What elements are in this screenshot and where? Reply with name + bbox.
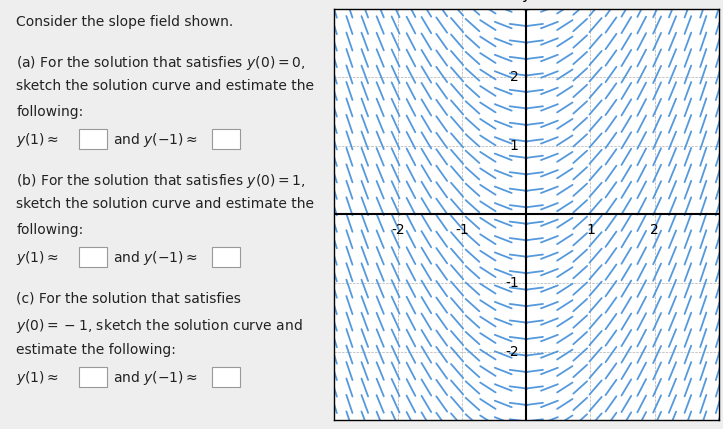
Text: and $y(-1) \approx$: and $y(-1) \approx$ — [114, 249, 198, 267]
FancyBboxPatch shape — [79, 247, 107, 267]
Text: and $y(-1) \approx$: and $y(-1) \approx$ — [114, 131, 198, 149]
Text: $y(0) = -1$, sketch the solution curve and: $y(0) = -1$, sketch the solution curve a… — [17, 317, 303, 335]
FancyBboxPatch shape — [79, 367, 107, 387]
Text: following:: following: — [17, 105, 84, 119]
Text: -2: -2 — [391, 223, 405, 237]
Text: (a) For the solution that satisfies $y(0) = 0$,: (a) For the solution that satisfies $y(0… — [17, 54, 306, 72]
FancyBboxPatch shape — [212, 247, 240, 267]
Text: and $y(-1) \approx$: and $y(-1) \approx$ — [114, 369, 198, 387]
Text: y: y — [522, 0, 531, 2]
Text: -2: -2 — [505, 345, 518, 359]
Text: -1: -1 — [455, 223, 469, 237]
FancyBboxPatch shape — [212, 367, 240, 387]
Text: following:: following: — [17, 223, 84, 237]
FancyBboxPatch shape — [79, 129, 107, 149]
Text: 2: 2 — [510, 70, 518, 84]
Text: Consider the slope field shown.: Consider the slope field shown. — [17, 15, 234, 29]
Text: $y(1) \approx$: $y(1) \approx$ — [17, 131, 59, 149]
Text: $y(1) \approx$: $y(1) \approx$ — [17, 249, 59, 267]
Text: 1: 1 — [510, 139, 518, 153]
FancyBboxPatch shape — [212, 129, 240, 149]
Text: 2: 2 — [650, 223, 659, 237]
Text: (b) For the solution that satisfies $y(0) = 1$,: (b) For the solution that satisfies $y(0… — [17, 172, 306, 190]
Text: estimate the following:: estimate the following: — [17, 343, 176, 357]
Text: (c) For the solution that satisfies: (c) For the solution that satisfies — [17, 292, 241, 306]
Text: $y(1) \approx$: $y(1) \approx$ — [17, 369, 59, 387]
Text: sketch the solution curve and estimate the: sketch the solution curve and estimate t… — [17, 79, 315, 94]
Text: -1: -1 — [505, 276, 518, 290]
Text: 1: 1 — [586, 223, 595, 237]
Text: sketch the solution curve and estimate the: sketch the solution curve and estimate t… — [17, 197, 315, 211]
